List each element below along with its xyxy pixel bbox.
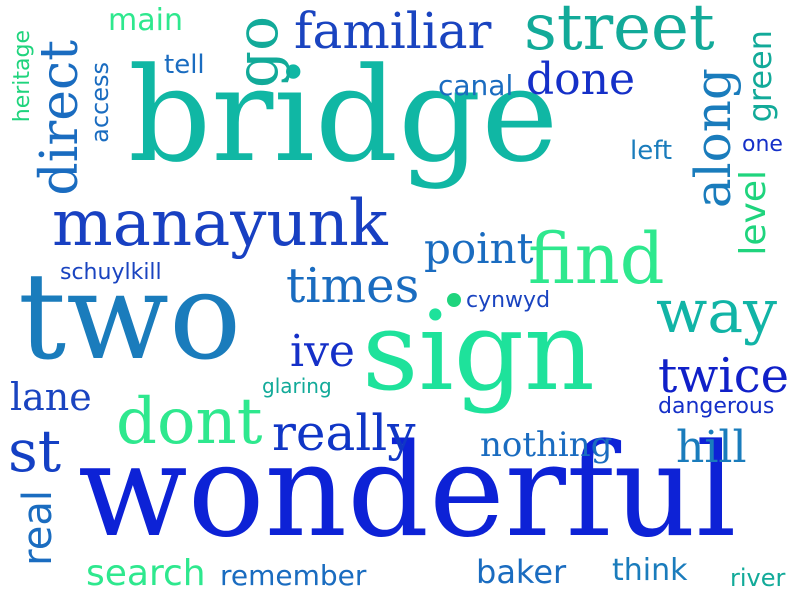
- word-times: times: [286, 258, 420, 314]
- word-two: two: [18, 248, 242, 387]
- word-twice: twice: [658, 348, 790, 404]
- word-nothing: nothing: [480, 425, 613, 465]
- word-dangerous: dangerous: [658, 394, 775, 419]
- word-dont: dont: [116, 385, 263, 459]
- word-real: real: [15, 490, 61, 566]
- word-st: st: [8, 417, 62, 485]
- word-access: access: [86, 62, 114, 143]
- word-river: river: [730, 564, 786, 592]
- bullet-dot: [447, 293, 461, 307]
- word-tell: tell: [164, 50, 205, 80]
- word-find: find: [528, 218, 665, 300]
- word-left: left: [630, 136, 673, 166]
- word-search: search: [86, 553, 206, 594]
- word-baker: baker: [476, 553, 567, 591]
- word-schuylkill: schuylkill: [60, 260, 162, 285]
- word-remember: remember: [220, 559, 367, 592]
- word-way: way: [656, 277, 778, 347]
- word-bridge: bridge: [128, 39, 559, 191]
- word-go: go: [223, 16, 291, 89]
- word-main: main: [108, 3, 183, 38]
- word-along: along: [684, 68, 742, 209]
- word-sign: sign: [362, 287, 595, 415]
- word-cynwyd: cynwyd: [466, 288, 551, 313]
- word-heritage: heritage: [10, 30, 35, 123]
- word-think: think: [612, 553, 688, 588]
- word-done: done: [526, 54, 636, 105]
- word-canal: canal: [438, 69, 514, 102]
- word-wonderful: wonderful: [78, 417, 737, 566]
- word-familiar: familiar: [294, 2, 492, 60]
- word-one: one: [742, 132, 783, 157]
- word-hill: hill: [676, 422, 747, 473]
- word-level: level: [733, 170, 774, 256]
- word-green: green: [741, 30, 779, 123]
- word-direct: direct: [30, 40, 90, 196]
- word-point: point: [424, 224, 534, 273]
- word-really: really: [272, 404, 416, 462]
- word-lane: lane: [10, 375, 92, 419]
- word-glaring: glaring: [262, 374, 332, 398]
- word-street: street: [524, 0, 715, 65]
- word-ive: ive: [290, 326, 355, 377]
- word-manayunk: manayunk: [52, 187, 388, 261]
